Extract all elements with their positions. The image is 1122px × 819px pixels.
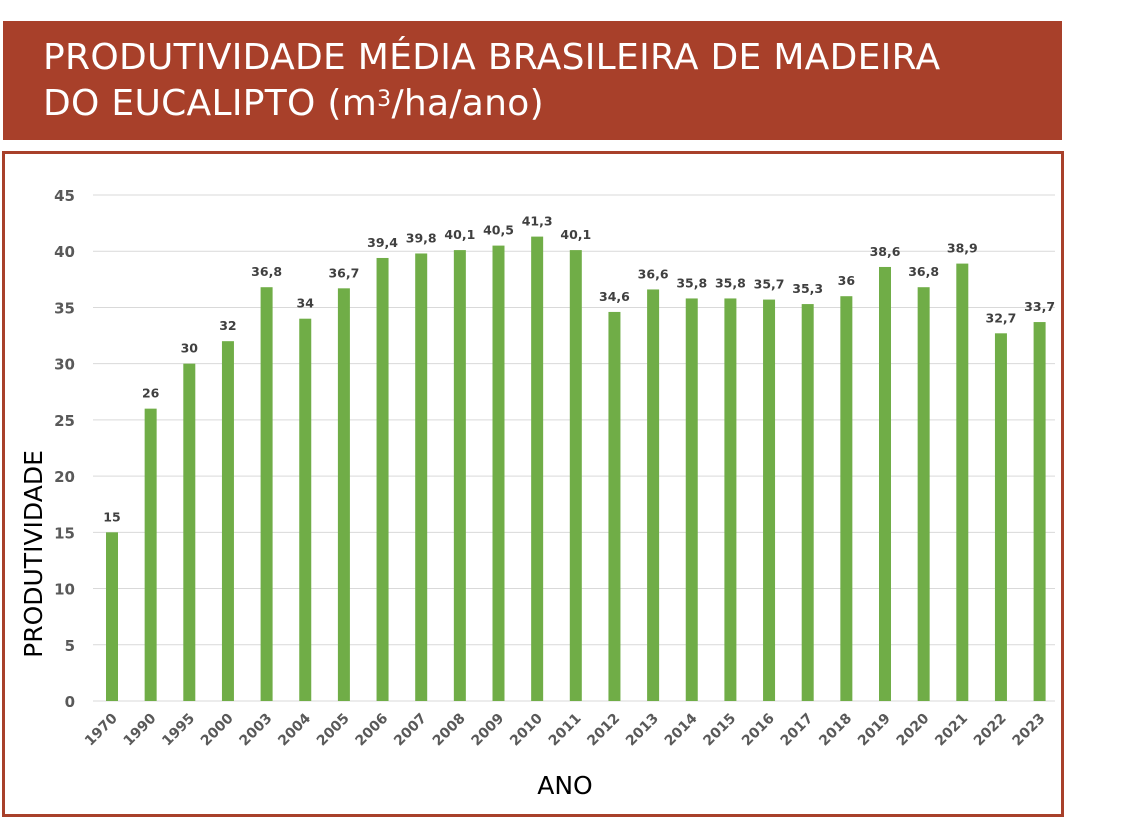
bar-2009 — [492, 245, 505, 701]
data-label-1990: 26 — [142, 386, 160, 401]
data-label-2017: 35,3 — [792, 281, 823, 296]
data-label-2016: 35,7 — [754, 277, 785, 292]
x-tick-label-1970: 1970 — [82, 710, 121, 749]
x-tick-label-2009: 2009 — [468, 711, 507, 750]
bar-2023 — [1033, 322, 1046, 701]
y-tick-label: 30 — [54, 356, 75, 374]
data-label-2019: 38,6 — [870, 244, 901, 259]
data-label-2015: 35,8 — [715, 275, 746, 290]
x-tick-label-2023: 2023 — [1010, 711, 1049, 750]
data-label-2000: 32 — [219, 318, 236, 333]
data-label-2005: 36,7 — [328, 265, 359, 280]
bar-2008 — [453, 250, 466, 701]
bar-2012 — [608, 311, 621, 701]
x-axis-ticks: 1970 1990 1995 2000 2003 2004 2005 2006 2007 2008… — [82, 710, 1048, 749]
title-superscript: 3 — [377, 87, 392, 112]
data-label-2006: 39,4 — [367, 235, 398, 250]
data-label-2010: 41,3 — [522, 214, 553, 229]
title-line2-suffix: /ha/ano) — [391, 83, 544, 124]
x-tick-label-2008: 2008 — [430, 711, 469, 750]
y-tick-label: 20 — [54, 468, 75, 486]
x-tick-label-2011: 2011 — [546, 711, 585, 750]
bar-1970 — [106, 532, 118, 701]
bar-2016 — [763, 299, 776, 701]
bar-2003 — [260, 287, 273, 701]
chart-frame: 0 5 10 15 20 25 30 35 40 45 15 26 30 32 36,8 34 36,7 39,… — [2, 151, 1064, 817]
x-tick-label-2000: 2000 — [198, 710, 237, 749]
y-axis-ticks: 0 5 10 15 20 25 30 35 40 45 — [54, 187, 75, 711]
y-tick-label: 35 — [54, 299, 75, 317]
x-tick-label-2013: 2013 — [623, 711, 662, 750]
chart-title-line1: PRODUTIVIDADE MÉDIA BRASILEIRA DE MADEIR… — [43, 37, 941, 78]
x-tick-label-2005: 2005 — [314, 711, 353, 750]
data-label-2012: 34,6 — [599, 289, 630, 304]
bar-2000 — [221, 341, 234, 701]
y-axis-label: PRODUTIVIDADE — [19, 450, 48, 658]
x-tick-label-2021: 2021 — [932, 711, 971, 750]
data-label-2007: 39,8 — [406, 230, 437, 245]
bar-1995 — [183, 363, 196, 701]
x-tick-label-2014: 2014 — [662, 710, 701, 749]
bar-2007 — [415, 253, 428, 701]
x-tick-label-2012: 2012 — [584, 711, 623, 750]
x-tick-label-2020: 2020 — [894, 710, 933, 749]
x-tick-label-2022: 2022 — [971, 711, 1010, 750]
bar-2013 — [647, 289, 660, 701]
data-label-2018: 36 — [838, 273, 856, 288]
x-tick-label-2016: 2016 — [739, 711, 778, 750]
x-axis-label: ANO — [537, 771, 592, 800]
x-tick-label-2019: 2019 — [855, 711, 894, 750]
bar-2020 — [917, 287, 930, 701]
chart-title-banner: PRODUTIVIDADE MÉDIA BRASILEIRA DE MADEIR… — [3, 21, 1062, 140]
bars — [106, 236, 1046, 702]
x-tick-label-2017: 2017 — [778, 711, 817, 750]
bar-2017 — [801, 304, 814, 701]
data-label-2020: 36,8 — [908, 264, 939, 279]
x-tick-label-2004: 2004 — [275, 710, 314, 749]
bar-2005 — [337, 288, 350, 701]
data-label-2009: 40,5 — [483, 223, 514, 238]
bar-2014 — [685, 298, 698, 701]
data-label-2013: 36,6 — [638, 266, 669, 281]
title-line2-prefix: DO EUCALIPTO (m — [43, 83, 378, 124]
bar-chart: 0 5 10 15 20 25 30 35 40 45 15 26 30 32 36,8 34 36,7 39,… — [19, 187, 1055, 800]
data-label-2022: 32,7 — [986, 310, 1017, 325]
bar-2015 — [724, 298, 737, 701]
data-label-2008: 40,1 — [444, 227, 475, 242]
y-tick-label: 45 — [54, 187, 75, 205]
data-label-2023: 33,7 — [1024, 299, 1055, 314]
data-labels: 15 26 30 32 36,8 34 36,7 39,4 39,8 40,1 40,5 41,3 40… — [103, 214, 1055, 525]
data-label-1995: 30 — [181, 341, 199, 356]
x-tick-label-1990: 1990 — [121, 710, 160, 749]
x-tick-label-2010: 2010 — [507, 710, 546, 749]
bar-2004 — [299, 318, 312, 701]
bar-2011 — [569, 250, 582, 701]
bar-2010 — [531, 236, 544, 702]
data-label-2011: 40,1 — [560, 227, 591, 242]
data-label-2021: 38,9 — [947, 241, 978, 256]
y-tick-label: 10 — [54, 581, 75, 599]
x-tick-label-2018: 2018 — [816, 711, 855, 750]
y-tick-label: 25 — [54, 412, 75, 430]
bar-1990 — [144, 408, 157, 701]
bar-2022 — [994, 333, 1007, 701]
x-tick-label-2015: 2015 — [700, 711, 739, 750]
bar-2021 — [956, 263, 969, 701]
x-tick-label-2006: 2006 — [353, 711, 392, 750]
chart-title-line2: DO EUCALIPTO (m3/ha/ano) — [43, 81, 1062, 127]
y-tick-label: 0 — [65, 693, 75, 711]
y-tick-label: 40 — [54, 243, 75, 261]
data-label-1970: 15 — [103, 509, 120, 524]
bar-2006 — [376, 257, 389, 701]
y-tick-label: 15 — [54, 524, 75, 542]
x-tick-label-1995: 1995 — [159, 711, 198, 750]
bar-2019 — [879, 266, 891, 701]
x-tick-label-2007: 2007 — [391, 711, 430, 750]
y-tick-label: 5 — [65, 637, 75, 655]
data-label-2004: 34 — [297, 296, 315, 311]
x-tick-label-2003: 2003 — [237, 711, 276, 750]
data-label-2014: 35,8 — [676, 275, 707, 290]
data-label-2003: 36,8 — [251, 264, 282, 279]
bar-2018 — [840, 296, 853, 701]
